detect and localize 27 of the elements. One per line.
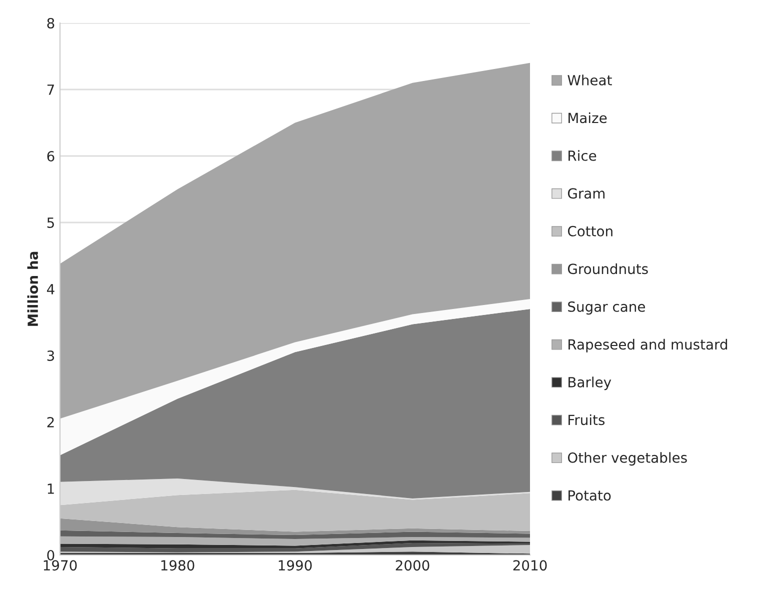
legend-label: Cotton (568, 226, 612, 236)
x-tick-label: 1980 (161, 560, 194, 571)
legend-label: Maize (568, 112, 607, 124)
legend-label: Rice (568, 150, 596, 161)
y-tick-label: 8 (47, 18, 54, 28)
legend-label: Fruits (568, 414, 605, 426)
y-tick-label: 7 (47, 84, 54, 95)
y-tick-label: 3 (47, 350, 54, 361)
legend-label: Barley (568, 376, 612, 390)
x-tick-label: 1990 (278, 560, 312, 571)
legend-label: Potato (568, 490, 611, 501)
y-tick-label: 6 (47, 150, 54, 162)
y-tick-label: 0 (47, 550, 54, 560)
y-axis-title: Million ha (27, 252, 38, 326)
legend-label: Wheat (568, 74, 612, 86)
y-tick-label: 1 (48, 484, 54, 494)
legend-label: Other vegetables (568, 452, 687, 466)
legend-label: Rapeseed and mustard (568, 338, 728, 352)
y-tick-label: 5 (47, 218, 54, 228)
x-tick-label: 2000 (396, 560, 430, 571)
legend-label: Groundnuts (568, 263, 648, 274)
y-tick-label: 4 (46, 284, 54, 294)
y-tick-label: 2 (47, 416, 54, 428)
legend-label: Gram (568, 188, 605, 199)
x-tick-label: 2010 (513, 560, 547, 571)
x-tick-label: 1970 (44, 560, 77, 571)
legend-label: Sugar cane (568, 301, 646, 315)
